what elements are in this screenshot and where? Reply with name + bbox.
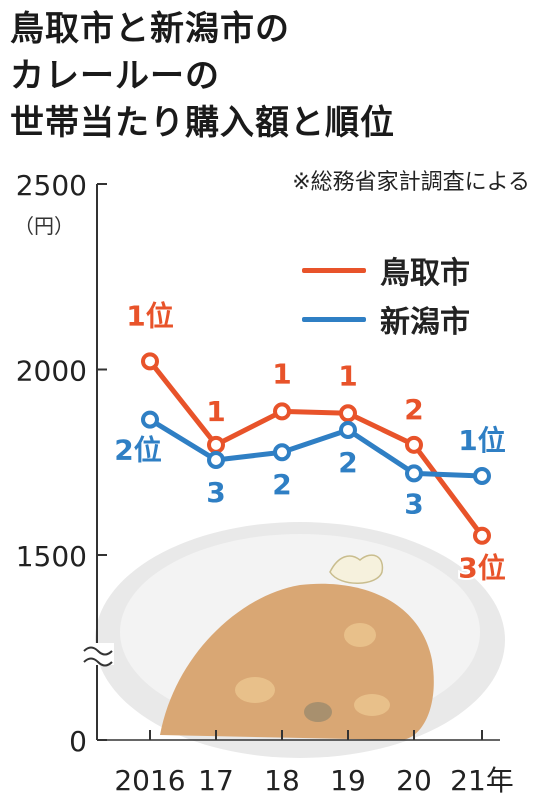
data-point-niigata	[339, 420, 357, 439]
legend-label-tottori: 鳥取市	[380, 256, 470, 291]
rank-label-tottori: 1	[206, 395, 225, 428]
title-line-3: 世帯当たり購入額と順位	[10, 103, 395, 143]
legend-swatch-niigata	[302, 316, 366, 322]
title-line-1: 鳥取市と新潟市の	[10, 9, 290, 49]
data-point-tottori	[339, 404, 357, 423]
curry-potato	[354, 694, 390, 716]
rank-label-niigata: 2位	[114, 434, 161, 467]
rank-label-tottori: 2	[404, 393, 423, 426]
axis-break-mark	[83, 643, 114, 667]
rank-label-niigata: 2	[272, 468, 291, 501]
curry-potato	[344, 623, 376, 647]
curry-meat	[304, 702, 332, 722]
curry-potato	[235, 677, 275, 703]
data-point-tottori	[405, 435, 423, 454]
garnish	[329, 554, 384, 584]
data-point-tottori	[141, 352, 159, 371]
rank-label-tottori: 1	[338, 359, 357, 392]
y-tick-label: 2500	[16, 169, 87, 202]
rank-label-tottori: 1位	[126, 299, 173, 332]
axis-break-wave	[83, 657, 113, 667]
legend-item-niigata: 新潟市	[302, 297, 470, 341]
x-tick-label: 19	[330, 764, 366, 797]
x-tick-label: 20	[396, 764, 432, 797]
data-point-tottori	[207, 435, 225, 454]
rank-label-tottori: 1	[272, 357, 291, 390]
data-point-niigata	[207, 451, 225, 470]
y-tick-label: 0	[69, 725, 87, 758]
rank-label-niigata: 3	[404, 487, 423, 520]
legend-swatch-tottori	[302, 267, 366, 273]
y-tick-label: 1500	[16, 540, 87, 573]
title-line-2: カレールーの	[10, 56, 220, 96]
x-tick-label: 17	[198, 764, 234, 797]
legend-item-tottori: 鳥取市	[302, 248, 470, 292]
x-tick-label: 2016	[114, 764, 185, 797]
data-point-tottori	[273, 402, 291, 421]
data-point-tottori	[473, 526, 491, 545]
source-note: ※総務省家計調査による	[292, 170, 530, 195]
data-point-niigata	[141, 410, 159, 429]
x-tick-label: 21年	[450, 764, 514, 797]
series-line-niigata	[147, 417, 485, 479]
axis-break-wave	[83, 646, 113, 656]
rank-label-niigata: 1位	[458, 424, 505, 457]
series-line-tottori	[147, 358, 485, 539]
rank-label-niigata: 2	[338, 446, 357, 479]
rank-label-tottori: 3位	[458, 552, 505, 585]
data-point-niigata	[405, 464, 423, 483]
data-point-niigata	[273, 443, 291, 462]
rank-label-niigata: 3	[206, 476, 225, 509]
curry-plate-illustration	[95, 522, 505, 758]
y-axis-unit-label: （円）	[14, 214, 74, 238]
x-tick-label: 18	[264, 764, 300, 797]
data-point-niigata	[473, 466, 491, 485]
legend-label-niigata: 新潟市	[380, 305, 470, 340]
y-tick-label: 2000	[16, 355, 87, 388]
